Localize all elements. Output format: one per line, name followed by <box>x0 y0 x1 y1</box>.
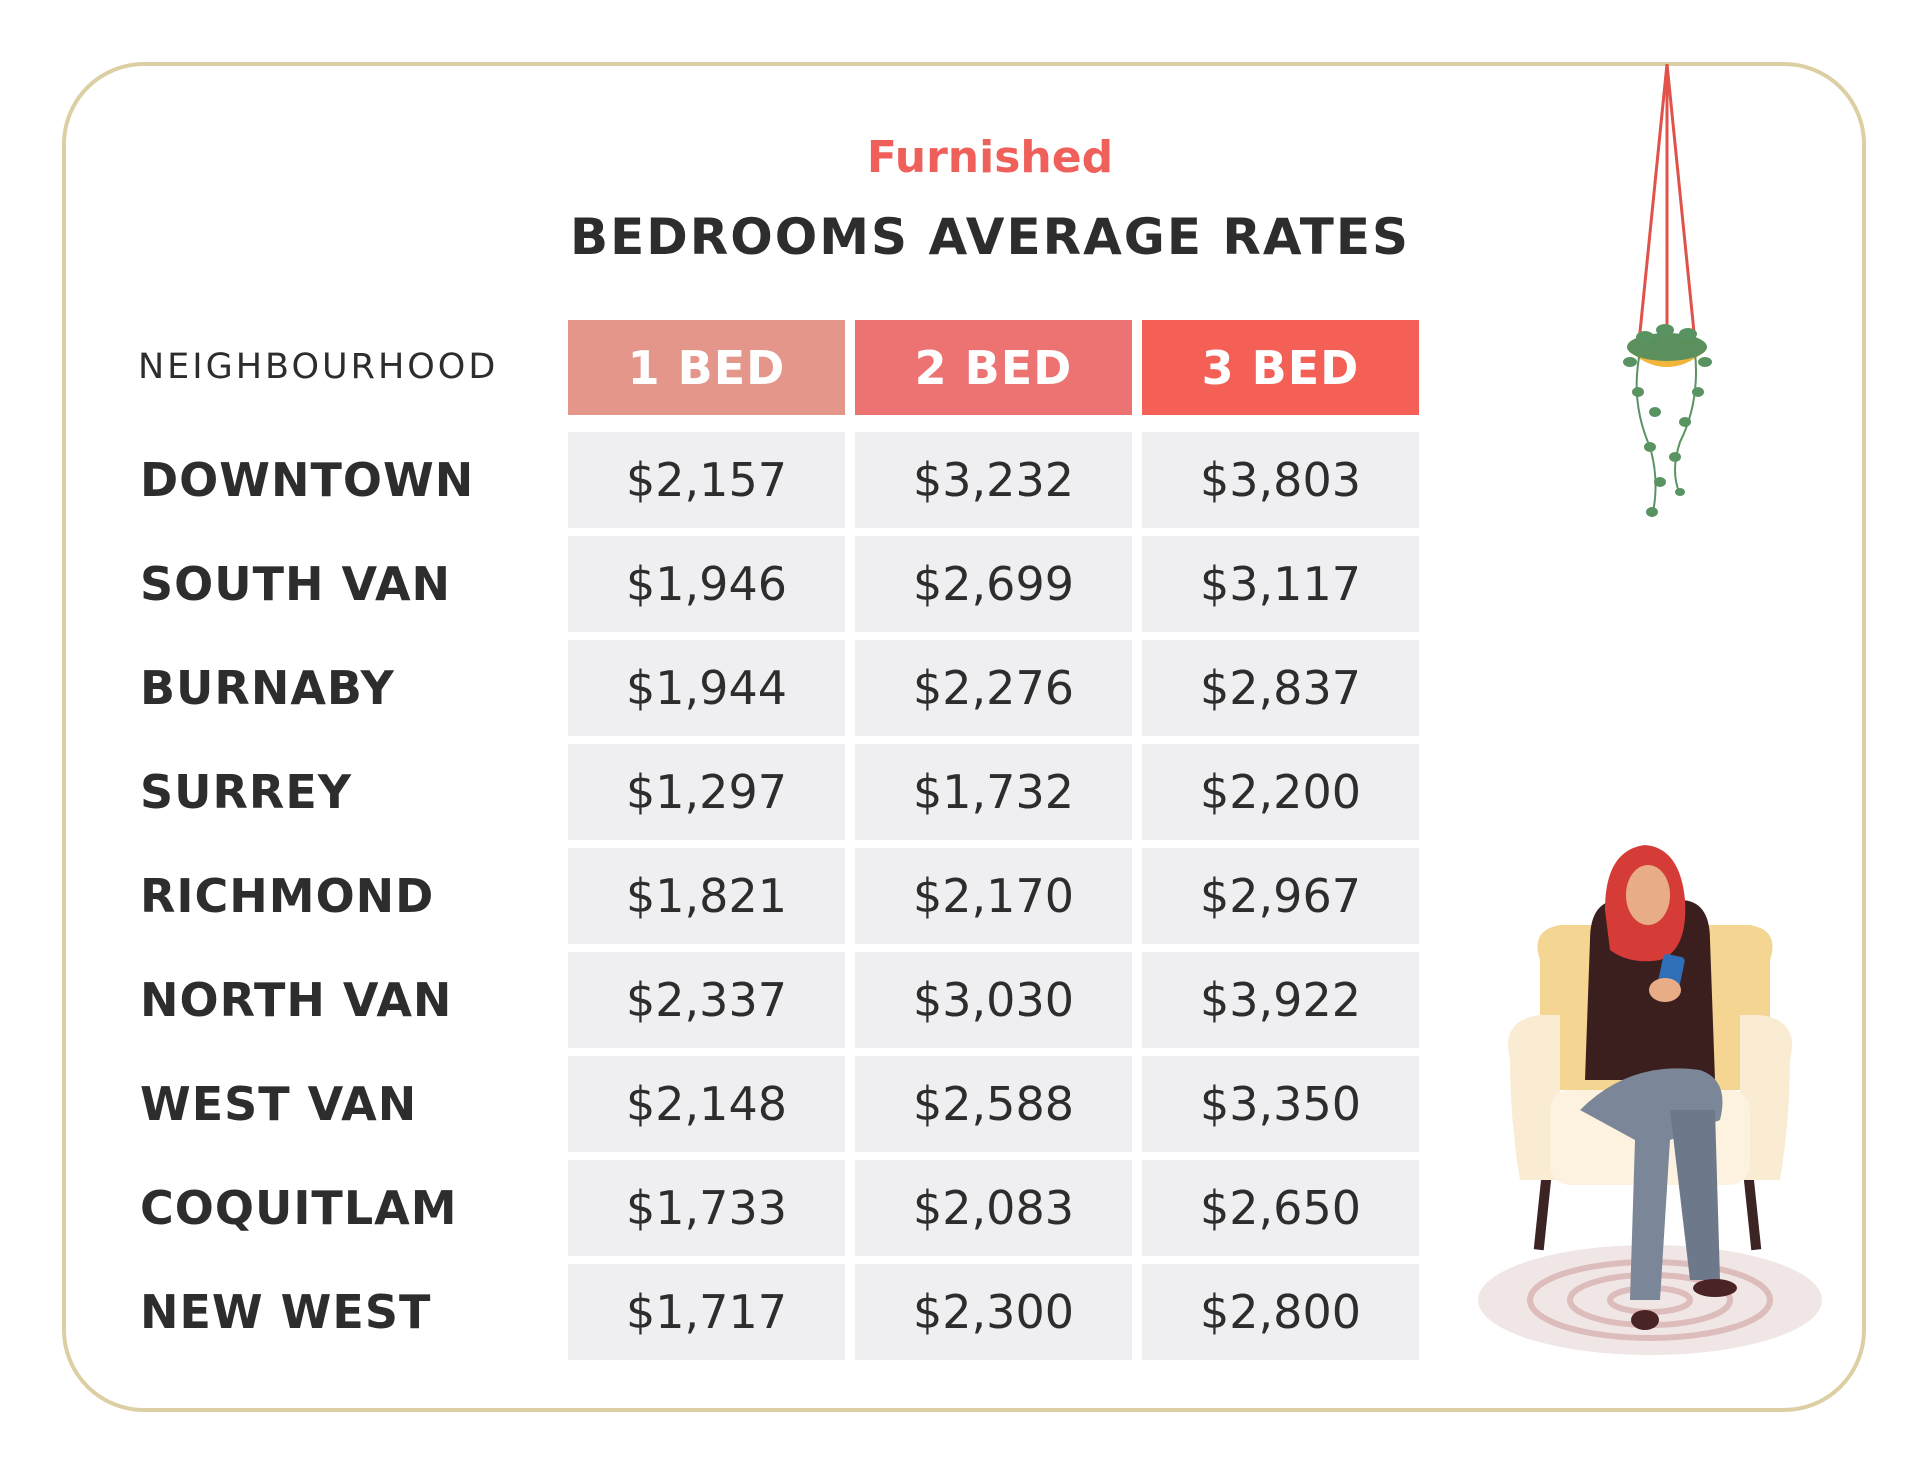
table-cell: $2,170 <box>855 848 1132 944</box>
row-label: RICHMOND <box>140 869 435 923</box>
table-cell: $3,350 <box>1142 1056 1419 1152</box>
table-cell: $3,030 <box>855 952 1132 1048</box>
table-cell: $2,337 <box>568 952 845 1048</box>
table-cell: $3,117 <box>1142 536 1419 632</box>
table-cell: $2,300 <box>855 1264 1132 1360</box>
table-cell: $2,588 <box>855 1056 1132 1152</box>
row-label: WEST VAN <box>140 1077 418 1131</box>
table-cell: $2,650 <box>1142 1160 1419 1256</box>
row-label: SOUTH VAN <box>140 557 452 611</box>
row-label: NEW WEST <box>140 1285 432 1339</box>
table-cell: $1,944 <box>568 640 845 736</box>
table-cell: $3,232 <box>855 432 1132 528</box>
table-cell: $2,276 <box>855 640 1132 736</box>
table-cell: $2,157 <box>568 432 845 528</box>
table-cell: $1,732 <box>855 744 1132 840</box>
woman-in-armchair-icon <box>1478 845 1822 1355</box>
column-header: 1 BED <box>568 320 845 415</box>
hanging-plant-icon <box>1623 63 1712 518</box>
table-cell: $1,821 <box>568 848 845 944</box>
table-cell: $1,946 <box>568 536 845 632</box>
table-cell: $1,297 <box>568 744 845 840</box>
row-label: COQUITLAM <box>140 1181 458 1235</box>
chart-title: BEDROOMS AVERAGE RATES <box>570 208 1410 266</box>
table-cell: $3,922 <box>1142 952 1419 1048</box>
table-cell: $1,717 <box>568 1264 845 1360</box>
table-cell: $2,148 <box>568 1056 845 1152</box>
table-cell: $2,837 <box>1142 640 1419 736</box>
chart-subtitle: Furnished <box>866 132 1114 183</box>
table-cell: $2,699 <box>855 536 1132 632</box>
row-label: BURNABY <box>140 661 395 715</box>
row-label: DOWNTOWN <box>140 453 475 507</box>
table-cell: $1,733 <box>568 1160 845 1256</box>
row-label: SURREY <box>140 765 353 819</box>
row-label: NORTH VAN <box>140 973 453 1027</box>
table-cell: $3,803 <box>1142 432 1419 528</box>
table-cell: $2,967 <box>1142 848 1419 944</box>
table-cell: $2,800 <box>1142 1264 1419 1360</box>
column-header: 2 BED <box>855 320 1132 415</box>
row-header-label: NEIGHBOURHOOD <box>138 347 499 387</box>
table-cell: $2,083 <box>855 1160 1132 1256</box>
table-cell: $2,200 <box>1142 744 1419 840</box>
column-header: 3 BED <box>1142 320 1419 415</box>
